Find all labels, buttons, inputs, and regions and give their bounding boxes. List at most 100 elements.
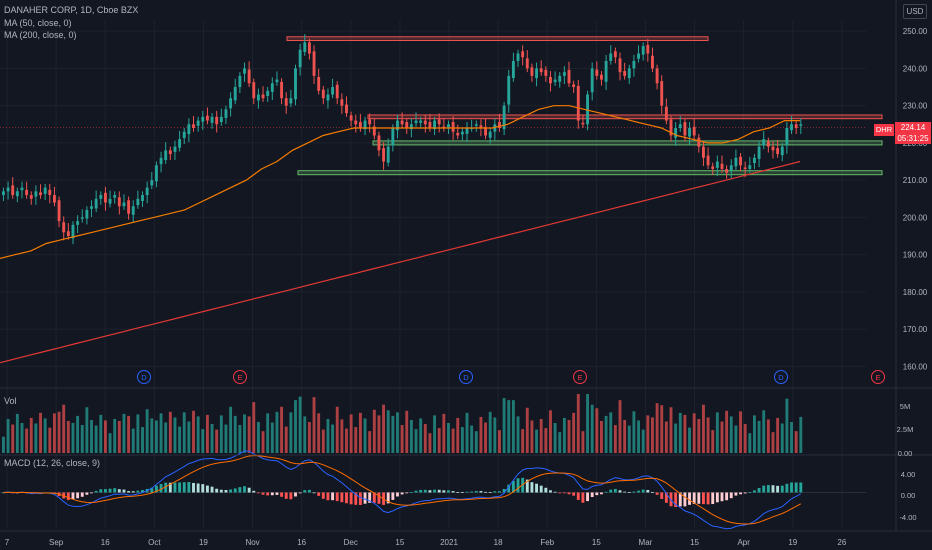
candle-body <box>669 119 673 136</box>
candle-body <box>39 192 42 196</box>
volume-bar <box>15 413 19 453</box>
macd-histogram-bar <box>363 492 367 504</box>
candle-body <box>474 124 478 126</box>
macd-histogram-bar <box>275 492 279 495</box>
macd-histogram-bar <box>720 492 724 502</box>
macd-histogram-bar <box>196 483 200 493</box>
macd-histogram-bar <box>493 491 497 493</box>
volume-bar <box>484 422 488 453</box>
candle-body <box>479 125 483 129</box>
volume-bar <box>391 415 395 453</box>
volume-bar <box>706 417 710 453</box>
macd-histogram-bar <box>80 492 84 497</box>
volume-bar <box>641 429 645 453</box>
candle-body <box>368 119 372 125</box>
candle-body <box>549 76 552 84</box>
candle-body <box>52 195 56 203</box>
volume-tick-label: 2.5M <box>897 425 914 434</box>
candle-body <box>113 195 117 198</box>
volume-legend[interactable]: Vol <box>4 396 17 406</box>
candle-body <box>238 75 242 88</box>
candle-body <box>776 148 780 155</box>
volume-bar <box>715 412 719 453</box>
candle-body <box>396 120 399 131</box>
macd-histogram-bar <box>688 492 691 505</box>
volume-bar <box>572 412 576 453</box>
candle-body <box>447 124 450 129</box>
candle-body <box>94 198 98 209</box>
macd-histogram-bar <box>484 491 488 493</box>
candle-body <box>502 105 506 130</box>
macd-histogram-bar <box>117 489 121 493</box>
volume-bar <box>465 412 469 453</box>
price-tick-label: 250.00 <box>903 27 928 36</box>
candle-body <box>493 124 497 132</box>
candle-body <box>178 139 182 148</box>
macd-histogram-bar <box>312 492 316 494</box>
currency-label[interactable]: USD <box>903 4 927 19</box>
macd-histogram-bar <box>451 491 455 493</box>
candle-body <box>567 69 571 84</box>
candle-body <box>734 157 738 167</box>
volume-bar <box>303 416 307 453</box>
price-tick-label: 240.00 <box>903 64 928 73</box>
macd-histogram-bar <box>562 492 566 494</box>
candle-body <box>576 85 580 121</box>
volume-bar <box>711 430 715 453</box>
macd-histogram-bar <box>252 490 256 493</box>
macd-histogram-bar <box>549 490 552 493</box>
volume-bar <box>521 429 525 453</box>
candle-body <box>437 119 441 125</box>
candle-body <box>488 131 492 138</box>
candle-body <box>2 191 5 196</box>
macd-histogram-bar <box>354 492 358 505</box>
macd-histogram-bar <box>715 492 719 503</box>
candle-body <box>76 221 80 225</box>
volume-bar <box>238 425 242 453</box>
macd-histogram-bar <box>94 490 98 493</box>
volume-bar <box>757 420 761 453</box>
volume-bar <box>182 412 186 453</box>
macd-histogram-bar <box>127 491 131 493</box>
volume-bar <box>196 416 200 453</box>
candle-body <box>702 146 705 158</box>
support-line <box>372 140 883 146</box>
candle-body <box>108 198 112 204</box>
candle-body <box>572 84 576 88</box>
macd-histogram-bar <box>141 489 144 493</box>
macd-legend[interactable]: MACD (12, 26, close, 9) <box>4 458 101 468</box>
volume-bar <box>62 404 66 453</box>
candle-body <box>660 81 664 106</box>
volume-bar <box>451 428 455 453</box>
volume-bar <box>256 421 260 453</box>
macd-histogram-bar <box>794 482 798 493</box>
macd-histogram-bar <box>90 492 93 494</box>
macd-histogram-bar <box>734 492 738 496</box>
macd-histogram-bar <box>76 492 80 499</box>
candle-body <box>780 146 784 156</box>
candle-body <box>196 120 200 126</box>
volume-bar <box>762 410 766 453</box>
candle-body <box>154 165 158 182</box>
candle-body <box>419 120 423 123</box>
price-tick-label: 160.00 <box>903 362 928 371</box>
volume-bar <box>354 427 358 453</box>
macd-histogram-bar <box>502 488 506 493</box>
volume-bar <box>637 420 640 453</box>
volume-bar <box>312 397 316 453</box>
macd-histogram-bar <box>474 490 478 493</box>
macd-histogram-bar <box>674 492 678 508</box>
volume-bar <box>368 431 372 453</box>
volume-bar <box>511 400 515 453</box>
macd-tick-label: 4.00 <box>901 470 916 479</box>
ma50-legend[interactable]: MA (50, close, 0) <box>4 18 72 28</box>
volume-bar <box>39 412 42 453</box>
volume-bar <box>382 404 386 453</box>
volume-bar <box>646 415 650 453</box>
volume-bar <box>358 412 362 453</box>
earnings-marker <box>573 370 587 384</box>
macd-histogram-bar <box>150 487 154 493</box>
ma200-legend[interactable]: MA (200, close, 0) <box>4 30 77 40</box>
macd-histogram-bar <box>159 483 163 493</box>
